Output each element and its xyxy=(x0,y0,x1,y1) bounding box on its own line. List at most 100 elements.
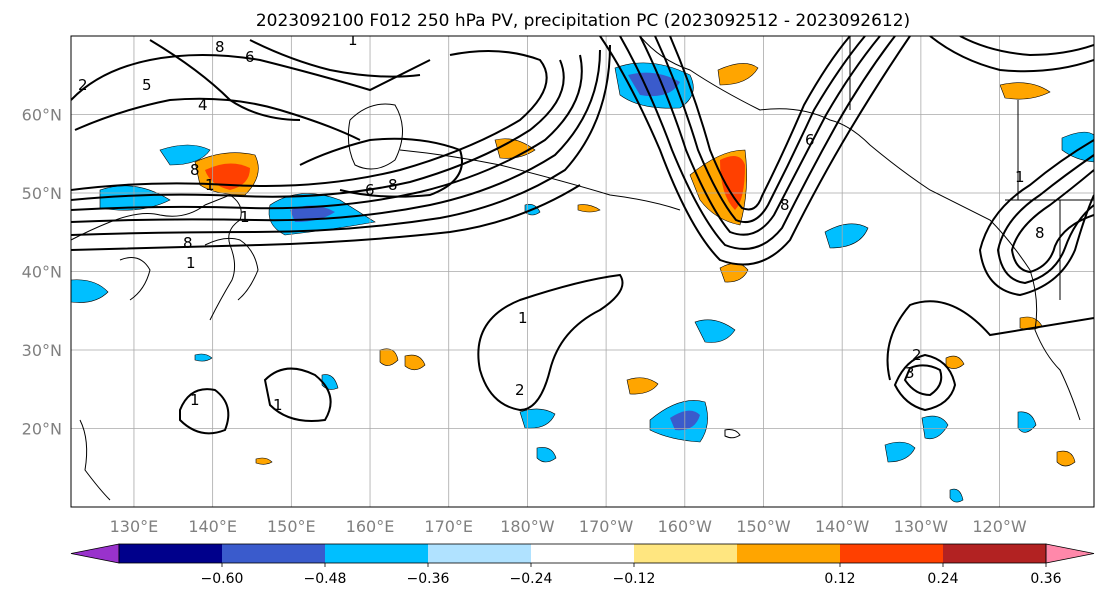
precip-blob xyxy=(290,205,335,222)
coastline-japan xyxy=(204,237,259,301)
precip-blob xyxy=(194,353,213,362)
longitude-tick-label: 140°E xyxy=(188,517,237,536)
precip-blob xyxy=(536,447,557,463)
pv-contour xyxy=(71,184,581,251)
map-panel: 8 1 6 5 2 4 8 1 6 8 1 8 1 1 1 1 2 6 8 1 xyxy=(22,31,1095,536)
colorbar-tick-label: −0.48 xyxy=(304,571,347,587)
contour-label: 1 xyxy=(190,391,200,409)
contour-label: 1 xyxy=(348,31,358,49)
longitude-tick-label: 160°W xyxy=(658,517,713,536)
pv-contour xyxy=(903,364,943,397)
contour-label: 1 xyxy=(1015,168,1025,186)
colorbar-segment xyxy=(634,544,738,563)
colorbar-segment xyxy=(325,544,429,563)
contour-label: 5 xyxy=(142,76,152,94)
precip-blob xyxy=(824,223,869,249)
longitude-tick-label: 130°E xyxy=(110,517,159,536)
precip-blob xyxy=(999,82,1051,100)
precip-blob xyxy=(945,355,965,369)
pv-contour xyxy=(978,139,1094,297)
colorbar-tick-label: −0.60 xyxy=(201,571,244,587)
colorbar-frame xyxy=(118,543,1047,564)
pv-contour xyxy=(74,97,361,141)
colorbar-tick-label: 0.12 xyxy=(824,571,855,587)
precip-blob xyxy=(949,488,964,503)
pv-contour xyxy=(249,39,421,78)
precip-blob xyxy=(577,204,601,213)
longitude-tick-label: 180°W xyxy=(500,517,555,536)
pv-contour xyxy=(1010,169,1094,274)
longitude-tick-label: 170°E xyxy=(424,517,473,536)
colorbar-tick-label: 0.24 xyxy=(927,571,958,587)
colorbar-segment xyxy=(943,544,1047,563)
colorbar-segment xyxy=(840,544,944,563)
precip-anomaly-fills xyxy=(71,62,1094,503)
pv-contour xyxy=(71,44,611,236)
precip-blob xyxy=(404,354,426,371)
latitude-tick-label: 50°N xyxy=(22,184,62,203)
contour-label: 1 xyxy=(273,396,283,414)
colorbar-tick-label: −0.12 xyxy=(613,571,656,587)
pv-contour xyxy=(893,353,957,412)
figure-title: 2023092100 F012 250 hPa PV, precipitatio… xyxy=(256,11,910,31)
coastline-kamchatka xyxy=(347,103,403,170)
pv-contour xyxy=(929,36,1094,73)
colorbar-segment xyxy=(119,544,223,563)
map-frame xyxy=(70,35,1095,508)
longitude-tick-label: 170°W xyxy=(579,517,634,536)
colorbar-tick-label: 0.36 xyxy=(1030,571,1061,587)
coastline-aleutians xyxy=(399,149,681,211)
longitude-tick-labels: 130°E 140°E 150°E 160°E 170°E 180°W 170°W 160°W… xyxy=(110,517,1027,536)
latitude-tick-labels: 60°N 50°N 40°N 30°N 20°N xyxy=(22,106,62,439)
precip-blob xyxy=(921,415,949,439)
contour-label: 1 xyxy=(518,309,528,327)
pv-contour xyxy=(619,36,896,250)
colorbar-extend-high xyxy=(1045,543,1095,564)
pv-contour xyxy=(71,54,431,101)
contour-label: 1 xyxy=(186,254,196,272)
contour-label: 1 xyxy=(205,176,215,194)
precip-blob xyxy=(720,156,745,210)
colorbar-tick-label: −0.24 xyxy=(510,571,553,587)
latitude-tick-label: 20°N xyxy=(22,420,62,439)
contour-labels: 8 1 6 5 2 4 8 1 6 8 1 8 1 1 1 1 2 6 8 1 xyxy=(78,31,1045,414)
latitude-tick-label: 30°N xyxy=(22,341,62,360)
pv-contour xyxy=(299,137,463,198)
pv-contour xyxy=(71,49,601,223)
contour-label: 2 xyxy=(78,76,88,94)
contour-label: 8 xyxy=(215,38,225,56)
latitude-tick-label: 60°N xyxy=(22,106,62,125)
contour-label: 6 xyxy=(365,181,375,199)
pv-contour xyxy=(599,36,911,266)
pv-contour xyxy=(654,36,866,224)
precip-blob xyxy=(379,348,399,366)
precip-blob xyxy=(694,319,736,343)
precip-blob xyxy=(626,377,659,395)
longitude-tick-label: 160°E xyxy=(346,517,395,536)
contour-label: 3 xyxy=(905,364,915,382)
pv-contour xyxy=(996,154,1094,285)
precip-blob xyxy=(884,441,916,463)
pv-contour xyxy=(959,36,1094,57)
colorbar-segment xyxy=(737,544,841,563)
pv-contour xyxy=(149,39,301,121)
colorbar-segment xyxy=(428,544,532,563)
pv-contour xyxy=(71,59,565,201)
pv-contour xyxy=(477,273,624,412)
longitude-tick-label: 140°W xyxy=(815,517,870,536)
coastline-alaska xyxy=(639,36,1031,271)
colorbar-tick-label: −0.36 xyxy=(407,571,450,587)
contour-label: 8 xyxy=(1035,224,1045,242)
precip-blob xyxy=(159,144,211,166)
coastline-korea xyxy=(119,257,151,301)
longitude-tick-label: 150°E xyxy=(267,517,316,536)
pv-contour xyxy=(669,36,851,211)
precip-blob xyxy=(255,457,273,465)
latitude-tick-label: 40°N xyxy=(22,263,62,282)
longitude-tick-label: 150°W xyxy=(736,517,791,536)
colorbar: −0.60−0.48−0.36−0.24−0.120.120.240.360.4… xyxy=(70,543,1095,587)
precip-blob xyxy=(628,72,680,97)
pv-contours xyxy=(71,36,1094,435)
contour-label: 8 xyxy=(780,196,790,214)
colorbar-segment xyxy=(222,544,326,563)
